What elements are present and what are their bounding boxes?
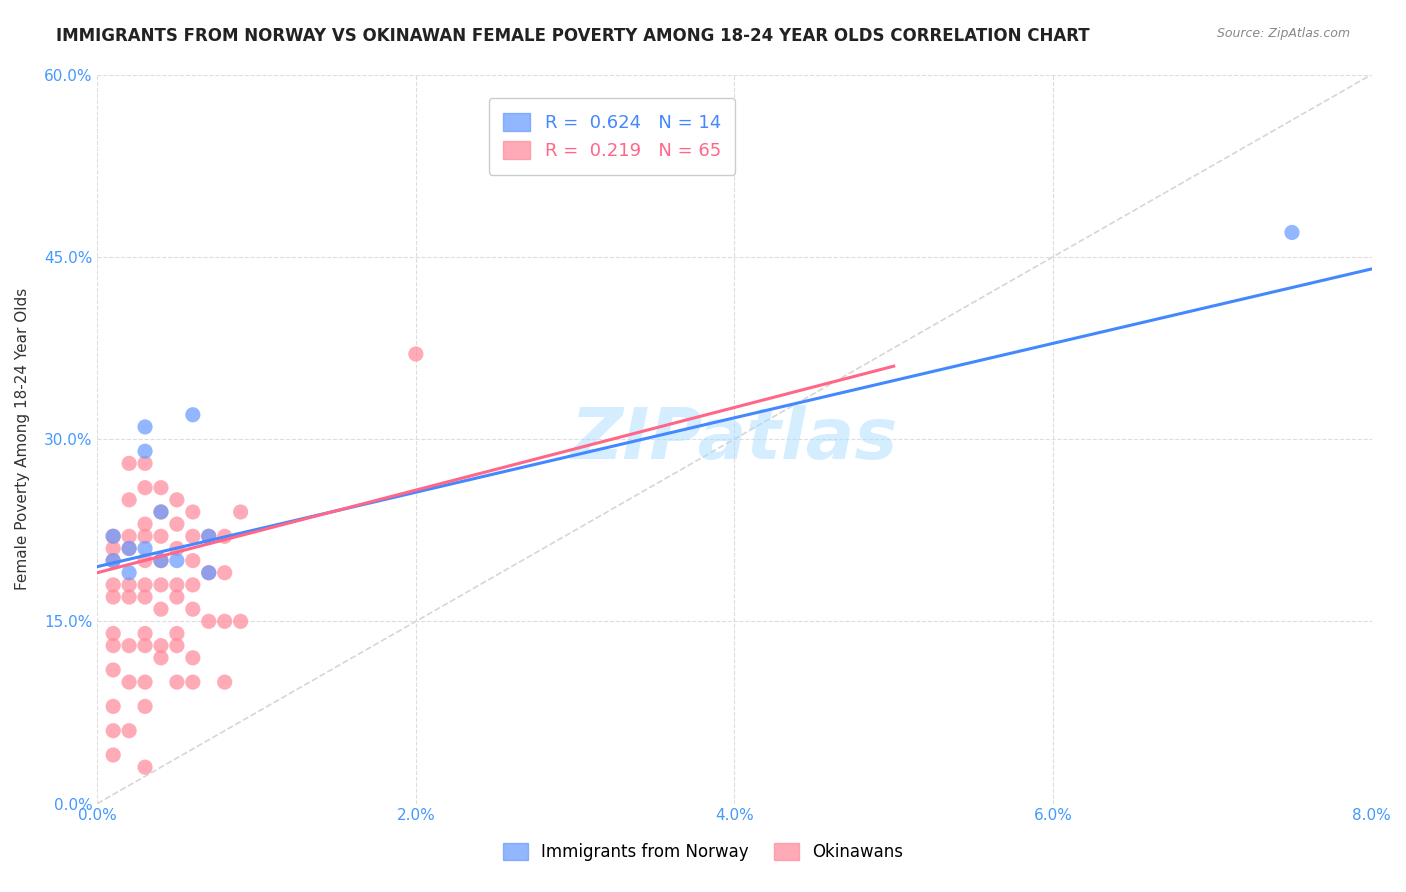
Point [134,590,156,604]
Point [101,626,124,640]
Point [101,541,124,556]
Point [405,347,427,361]
Point [166,639,188,653]
Point [118,541,141,556]
Y-axis label: Female Poverty Among 18-24 Year Olds: Female Poverty Among 18-24 Year Olds [15,288,30,591]
Point [181,578,204,592]
Point [197,529,219,543]
Point [101,553,124,567]
Point [197,615,219,629]
Point [149,529,172,543]
Point [101,699,124,714]
Point [149,602,172,616]
Point [197,566,219,580]
Point [118,492,141,507]
Point [181,650,204,665]
Point [134,675,156,690]
Point [1281,226,1303,240]
Point [134,760,156,774]
Point [149,650,172,665]
Point [214,675,236,690]
Point [149,481,172,495]
Point [181,529,204,543]
Point [166,590,188,604]
Point [134,578,156,592]
Point [118,639,141,653]
Point [166,578,188,592]
Point [149,553,172,567]
Point [134,553,156,567]
Point [101,553,124,567]
Point [229,505,252,519]
Point [101,723,124,738]
Point [181,553,204,567]
Point [118,456,141,470]
Point [118,723,141,738]
Point [149,639,172,653]
Point [166,517,188,532]
Point [134,639,156,653]
Point [118,675,141,690]
Point [134,626,156,640]
Point [101,639,124,653]
Point [101,590,124,604]
Point [118,541,141,556]
Point [149,578,172,592]
Point [118,529,141,543]
Point [197,566,219,580]
Point [166,541,188,556]
Point [149,553,172,567]
Point [134,517,156,532]
Point [214,566,236,580]
Point [166,553,188,567]
Point [166,492,188,507]
Point [134,456,156,470]
Point [118,590,141,604]
Point [181,408,204,422]
Point [214,615,236,629]
Point [101,529,124,543]
Legend: Immigrants from Norway, Okinawans: Immigrants from Norway, Okinawans [489,830,917,875]
Point [134,529,156,543]
Point [214,529,236,543]
Point [149,505,172,519]
Point [197,529,219,543]
Point [166,626,188,640]
Text: IMMIGRANTS FROM NORWAY VS OKINAWAN FEMALE POVERTY AMONG 18-24 YEAR OLDS CORRELAT: IMMIGRANTS FROM NORWAY VS OKINAWAN FEMAL… [56,27,1090,45]
Point [149,505,172,519]
Point [181,675,204,690]
Point [101,663,124,677]
Point [181,602,204,616]
Point [166,675,188,690]
Point [181,505,204,519]
Point [134,481,156,495]
Point [101,747,124,762]
Point [134,420,156,434]
Point [134,444,156,458]
Point [118,566,141,580]
Point [134,699,156,714]
Point [101,578,124,592]
Point [229,615,252,629]
Point [118,578,141,592]
Text: Source: ZipAtlas.com: Source: ZipAtlas.com [1216,27,1350,40]
Legend: R =  0.624   N = 14, R =  0.219   N = 65: R = 0.624 N = 14, R = 0.219 N = 65 [489,98,735,175]
Text: ZIPatlas: ZIPatlas [571,405,898,474]
Point [134,541,156,556]
Point [101,529,124,543]
